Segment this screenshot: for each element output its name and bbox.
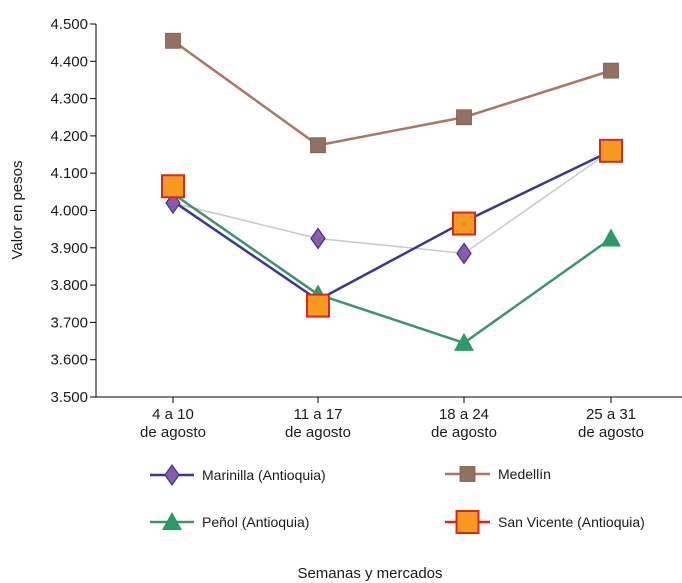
y-axis-title: Valor en pesos xyxy=(9,161,26,260)
y-tick-label: 4.200 xyxy=(50,128,88,145)
marker-medellin xyxy=(310,137,326,154)
legend-marker-orange-square xyxy=(455,510,480,534)
marker-san-vicente xyxy=(161,174,185,199)
y-tick-label: 3.900 xyxy=(50,240,88,257)
y-tick-label: 3.500 xyxy=(50,389,88,406)
x-tick-label: 4 a 10 de agosto xyxy=(140,406,206,441)
y-tick-label: 3.800 xyxy=(50,277,88,294)
y-tick-label: 4.100 xyxy=(50,165,88,182)
series-line-medellin xyxy=(172,39,612,147)
series-markers xyxy=(161,32,623,351)
legend: Marinilla (Antioquia) Medellín Peñol (Anti… xyxy=(150,463,645,534)
marker-medellin xyxy=(165,32,181,49)
marker-medellin xyxy=(456,109,472,126)
x-axis: 4 a 10 de agosto 11 a 17 de agosto 18 a 24 de… xyxy=(96,396,682,441)
x-tick-label: 25 a 31 de agosto xyxy=(578,406,644,441)
legend-label: Medellín xyxy=(498,466,551,482)
y-tick-label: 4.300 xyxy=(50,91,88,108)
marker-san-vicente xyxy=(452,211,476,236)
marker-penol xyxy=(454,332,474,351)
legend-label: Marinilla (Antioquia) xyxy=(202,467,326,483)
marker-penol xyxy=(601,228,621,247)
x-axis-title: Semanas y mercados xyxy=(297,565,442,582)
y-tick-label: 3.700 xyxy=(50,314,88,331)
marker-marinilla xyxy=(310,227,326,250)
y-tick-label: 3.600 xyxy=(50,352,88,369)
x-tick-label: 18 a 24 de agosto xyxy=(431,406,497,441)
legend-label: Peñol (Antioquia) xyxy=(202,514,309,530)
marker-san-vicente xyxy=(599,138,623,163)
legend-label: San Vicente (Antioquia) xyxy=(498,514,645,530)
marker-medellin xyxy=(603,62,619,79)
y-tick-label: 4.000 xyxy=(50,203,88,220)
series-line-marinilla xyxy=(172,149,612,302)
legend-marker-diamond xyxy=(164,463,180,487)
marker-san-vicente xyxy=(306,293,330,318)
y-tick-label: 4.400 xyxy=(50,53,88,70)
y-axis: 3.500 3.600 3.700 3.800 3.900 4.000 4.100 4.200… xyxy=(50,16,97,406)
legend-marker-triangle xyxy=(162,512,182,530)
marker-marinilla xyxy=(456,242,472,265)
series-line-san-vicente xyxy=(172,150,612,255)
series-lines xyxy=(172,39,612,345)
x-tick-label: 11 a 17 de agosto xyxy=(285,406,351,441)
series-line-penol xyxy=(172,192,612,345)
legend-marker-square xyxy=(459,466,476,482)
y-tick-label: 4.500 xyxy=(50,16,88,33)
